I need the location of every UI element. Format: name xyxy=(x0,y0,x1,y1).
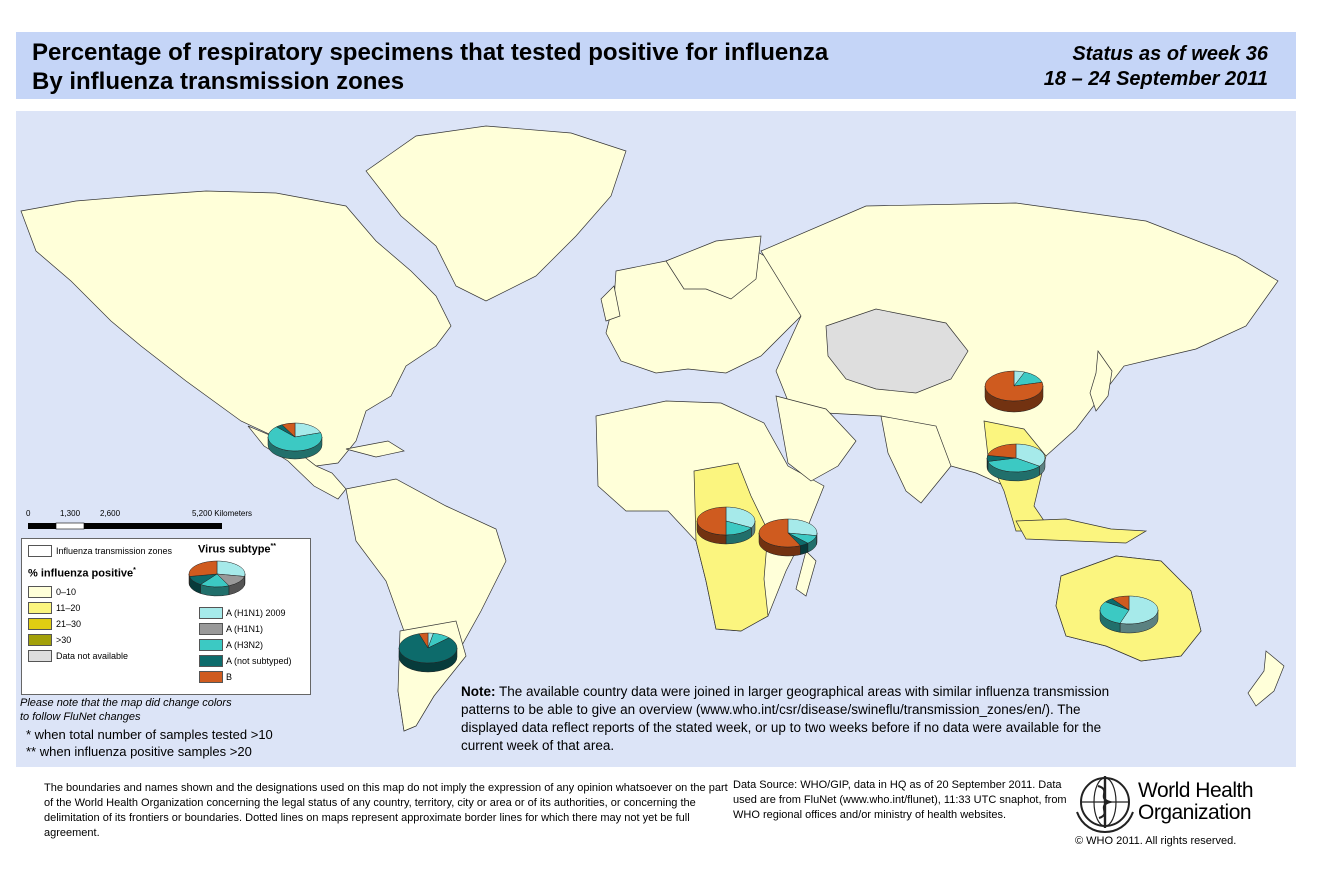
pct-label-0: 0–10 xyxy=(56,587,77,597)
data-source: Data Source: WHO/GIP, data in HQ as of 2… xyxy=(733,779,1067,821)
map-subtitle: By influenza transmission zones xyxy=(32,68,405,95)
world-map[interactable]: 0 1,300 2,600 5,200 Kilometers Influenza… xyxy=(16,111,1296,767)
map-colors-note-2: to follow FluNet changes xyxy=(20,711,141,723)
scale-labels: 0 1,300 2,600 5,200 Kilometers xyxy=(26,509,256,533)
pie-5-slice xyxy=(1015,443,1046,467)
pct-swatch-3 xyxy=(28,634,52,646)
map-title: Percentage of respiratory specimens that… xyxy=(32,39,829,66)
who-name-line2: Organization xyxy=(1138,801,1252,824)
pie-0-slice xyxy=(281,422,296,438)
pie-5-slice xyxy=(987,457,1041,473)
madagascar-land xyxy=(795,550,817,597)
pie-6-slice xyxy=(1119,595,1159,625)
zone-label: Influenza transmission zones xyxy=(56,546,173,556)
subtype-swatch-1 xyxy=(199,623,223,635)
pct-swatch-4 xyxy=(28,650,52,662)
subtype-label-2: A (H3N2) xyxy=(226,640,264,650)
greenland-land xyxy=(365,125,627,302)
subtype-swatch-3 xyxy=(199,655,223,667)
pie-oceania-melanesia-polynesia xyxy=(1099,595,1159,634)
legend-pie-slice xyxy=(216,560,246,577)
note-paragraph: Note: The available country data were jo… xyxy=(461,683,1141,755)
note-label: Note: xyxy=(461,684,496,699)
scale-label-0: 0 xyxy=(26,509,31,518)
subtype-label-4: B xyxy=(226,672,233,682)
legend-example-pie xyxy=(188,560,246,597)
scandinavia-land xyxy=(665,235,762,300)
middle-africa-zone xyxy=(693,462,769,632)
subtype-label-1: A (H1N1) xyxy=(226,624,264,634)
who-name-line1: World Health xyxy=(1138,779,1254,802)
pct-label-4: Data not available xyxy=(56,651,129,661)
subtype-label-0: A (H1N1) 2009 xyxy=(226,608,286,618)
note-body: The available country data were joined i… xyxy=(461,684,1110,753)
subtype-swatch-0 xyxy=(199,607,223,619)
footnote-samples-tested: * when total number of samples tested >1… xyxy=(26,727,273,742)
scale-label-5200: 5,200 Kilometers xyxy=(192,509,253,518)
pie-3-slice xyxy=(787,518,818,536)
pie-6-slice xyxy=(1111,595,1130,611)
title-band: Percentage of respiratory specimens that… xyxy=(16,32,1296,99)
scale-label-1300: 1,300 xyxy=(60,509,81,518)
percent-positive-title: % influenza positive* xyxy=(28,567,136,580)
map-canvas xyxy=(20,125,1285,732)
new-zealand-land xyxy=(1247,650,1285,707)
pie-south-east-asia xyxy=(986,443,1046,482)
pct-swatch-0 xyxy=(28,586,52,598)
pie-6-slice xyxy=(1099,601,1130,624)
japan-land xyxy=(1089,350,1113,412)
copyright: © WHO 2011. All rights reserved. xyxy=(1075,835,1237,847)
who-name: World Health Organization xyxy=(1138,779,1254,824)
pie-eastern-africa xyxy=(758,518,818,557)
virus-subtype-title: Virus subtype** xyxy=(198,543,276,556)
indonesia-zone xyxy=(1015,518,1148,544)
pie-middle-africa xyxy=(696,506,756,545)
subtype-swatch-2 xyxy=(199,639,223,651)
status-week: Status as of week 36 xyxy=(1072,43,1268,65)
pie-central-america xyxy=(267,422,323,460)
who-emblem-icon xyxy=(1076,776,1134,834)
uk-land xyxy=(600,285,621,322)
subtype-swatch-4 xyxy=(199,671,223,683)
pie-eastern-asia xyxy=(984,370,1044,413)
pie-4-slice xyxy=(984,370,1044,402)
pct-swatch-1 xyxy=(28,602,52,614)
central-asia-zone xyxy=(825,308,969,394)
india-land xyxy=(880,415,952,504)
legend-pie-slice xyxy=(188,560,218,577)
pie-2-slice xyxy=(696,506,727,536)
pct-label-1: 11–20 xyxy=(56,603,81,613)
scale-bar xyxy=(28,522,222,530)
pie-5-slice xyxy=(987,443,1017,459)
zone-swatch xyxy=(28,545,52,557)
arabia-land xyxy=(775,395,857,482)
footnote-positive-samples: ** when influenza positive samples >20 xyxy=(26,744,252,759)
disclaimer: The boundaries and names shown and the d… xyxy=(44,782,728,839)
pie-1-slice xyxy=(418,632,429,649)
north-america-land xyxy=(20,190,452,467)
scale-label-2600: 2,600 xyxy=(100,509,121,518)
pie-2-slice xyxy=(725,506,756,529)
legend: Influenza transmission zones Virus subty… xyxy=(21,538,311,695)
pie-3-slice xyxy=(758,518,801,548)
pie-temperate-south-america xyxy=(398,632,458,673)
pct-label-3: >30 xyxy=(56,635,72,645)
status-dates: 18 – 24 September 2011 xyxy=(1043,68,1268,90)
pct-label-2: 21–30 xyxy=(56,619,82,629)
map-colors-note-1: Please note that the map did change colo… xyxy=(20,697,232,709)
subtype-label-3: A (not subtyped) xyxy=(226,656,292,666)
caribbean-land xyxy=(345,440,405,458)
pct-swatch-2 xyxy=(28,618,52,630)
pie-0-slice xyxy=(267,426,323,452)
